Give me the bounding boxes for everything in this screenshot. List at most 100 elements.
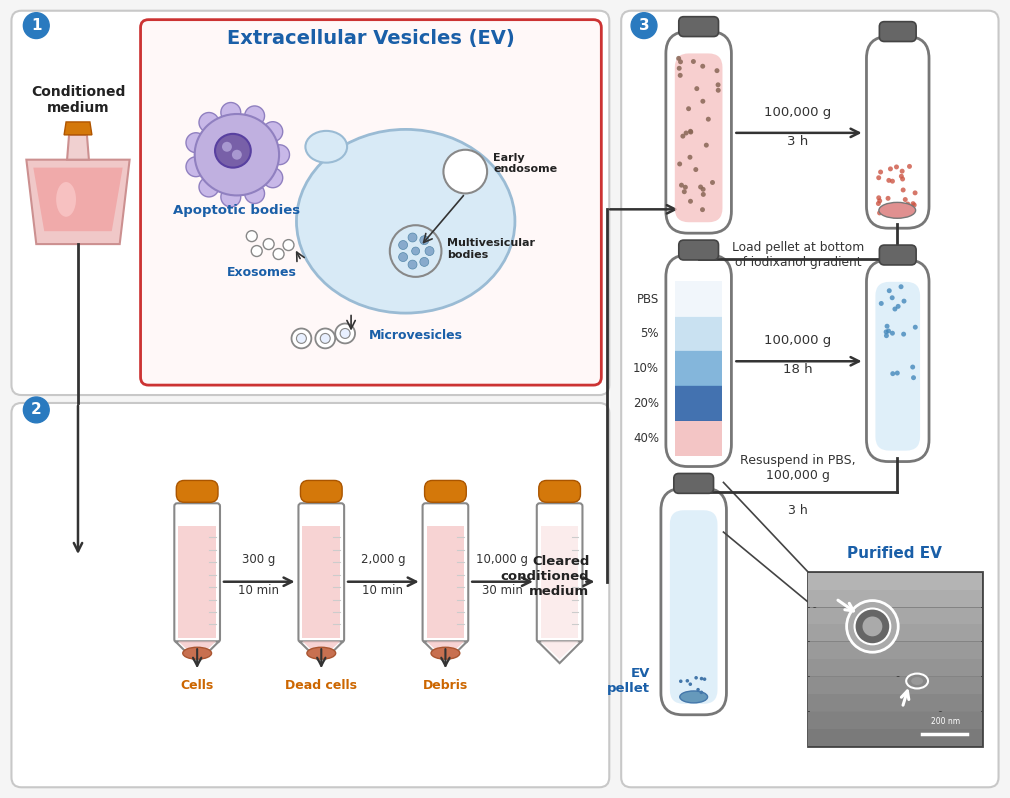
Ellipse shape: [680, 691, 708, 703]
Circle shape: [879, 301, 884, 306]
Ellipse shape: [307, 647, 335, 659]
Bar: [808, 573, 982, 590]
Circle shape: [320, 334, 330, 343]
Polygon shape: [540, 642, 579, 659]
Ellipse shape: [911, 677, 923, 685]
Ellipse shape: [906, 674, 928, 689]
Circle shape: [700, 64, 705, 69]
Circle shape: [698, 184, 703, 189]
Circle shape: [846, 601, 898, 652]
Ellipse shape: [431, 647, 460, 659]
Text: 5%: 5%: [640, 327, 659, 341]
Circle shape: [425, 247, 434, 255]
Circle shape: [884, 334, 889, 338]
FancyBboxPatch shape: [177, 480, 218, 502]
Circle shape: [911, 201, 915, 206]
Polygon shape: [26, 160, 129, 244]
Circle shape: [689, 682, 692, 686]
Text: 3 h: 3 h: [788, 504, 808, 517]
Text: 3: 3: [638, 18, 649, 34]
Text: 3 h: 3 h: [788, 135, 809, 148]
Text: 10%: 10%: [633, 362, 659, 375]
FancyBboxPatch shape: [300, 480, 342, 502]
Circle shape: [913, 191, 917, 196]
Circle shape: [676, 56, 681, 61]
Ellipse shape: [305, 131, 347, 163]
Circle shape: [408, 260, 417, 269]
Circle shape: [890, 179, 895, 184]
Circle shape: [885, 324, 890, 329]
Text: Purified EV: Purified EV: [846, 547, 941, 562]
Polygon shape: [426, 642, 465, 659]
Circle shape: [877, 176, 881, 180]
Circle shape: [686, 679, 689, 682]
Circle shape: [677, 65, 682, 71]
Circle shape: [270, 144, 290, 164]
Polygon shape: [33, 168, 122, 231]
Circle shape: [297, 334, 306, 343]
Circle shape: [905, 202, 910, 207]
Circle shape: [913, 325, 918, 330]
FancyBboxPatch shape: [670, 510, 717, 704]
Circle shape: [23, 397, 49, 423]
FancyBboxPatch shape: [674, 473, 713, 493]
Bar: [426, 526, 465, 638]
Circle shape: [900, 168, 905, 174]
Circle shape: [878, 199, 882, 203]
Circle shape: [399, 240, 408, 250]
Circle shape: [408, 233, 417, 242]
Circle shape: [887, 178, 891, 183]
Circle shape: [682, 189, 687, 194]
Text: 300 g: 300 g: [242, 553, 276, 566]
Circle shape: [273, 248, 284, 259]
FancyBboxPatch shape: [880, 245, 916, 265]
FancyBboxPatch shape: [867, 37, 929, 228]
Circle shape: [678, 59, 683, 65]
Circle shape: [688, 199, 693, 203]
Bar: [675, 385, 722, 421]
Circle shape: [894, 164, 899, 169]
Bar: [675, 350, 722, 386]
Text: 20%: 20%: [633, 397, 659, 410]
Circle shape: [876, 201, 881, 206]
Circle shape: [901, 188, 906, 192]
Circle shape: [186, 157, 206, 176]
Circle shape: [263, 122, 283, 141]
Text: Exosomes: Exosomes: [227, 267, 297, 279]
Circle shape: [714, 68, 719, 73]
Circle shape: [694, 676, 698, 680]
Text: Cells: Cells: [181, 679, 214, 692]
Circle shape: [694, 86, 699, 91]
Ellipse shape: [879, 203, 916, 219]
Text: Resuspend in PBS,
100,000 g: Resuspend in PBS, 100,000 g: [740, 454, 855, 483]
Text: 10 min: 10 min: [238, 583, 279, 597]
Polygon shape: [537, 642, 582, 663]
Circle shape: [899, 174, 904, 179]
FancyBboxPatch shape: [298, 504, 344, 642]
Circle shape: [399, 253, 408, 262]
Circle shape: [335, 323, 356, 343]
Ellipse shape: [183, 647, 211, 659]
Circle shape: [890, 330, 895, 336]
Circle shape: [716, 88, 721, 93]
Circle shape: [693, 167, 698, 172]
Ellipse shape: [215, 134, 250, 168]
Circle shape: [701, 187, 706, 192]
Circle shape: [251, 246, 263, 256]
FancyBboxPatch shape: [175, 504, 220, 642]
FancyBboxPatch shape: [867, 260, 929, 461]
Circle shape: [886, 196, 891, 201]
Circle shape: [683, 185, 688, 190]
Bar: [302, 526, 340, 638]
Text: 10,000 g: 10,000 g: [476, 553, 528, 566]
Bar: [179, 526, 216, 638]
Circle shape: [688, 155, 693, 160]
Text: PBS: PBS: [636, 293, 659, 306]
Ellipse shape: [195, 114, 279, 196]
Polygon shape: [299, 642, 343, 663]
Circle shape: [221, 187, 240, 207]
Circle shape: [412, 247, 419, 255]
Bar: [808, 712, 982, 729]
Ellipse shape: [57, 182, 76, 217]
Circle shape: [907, 164, 912, 169]
